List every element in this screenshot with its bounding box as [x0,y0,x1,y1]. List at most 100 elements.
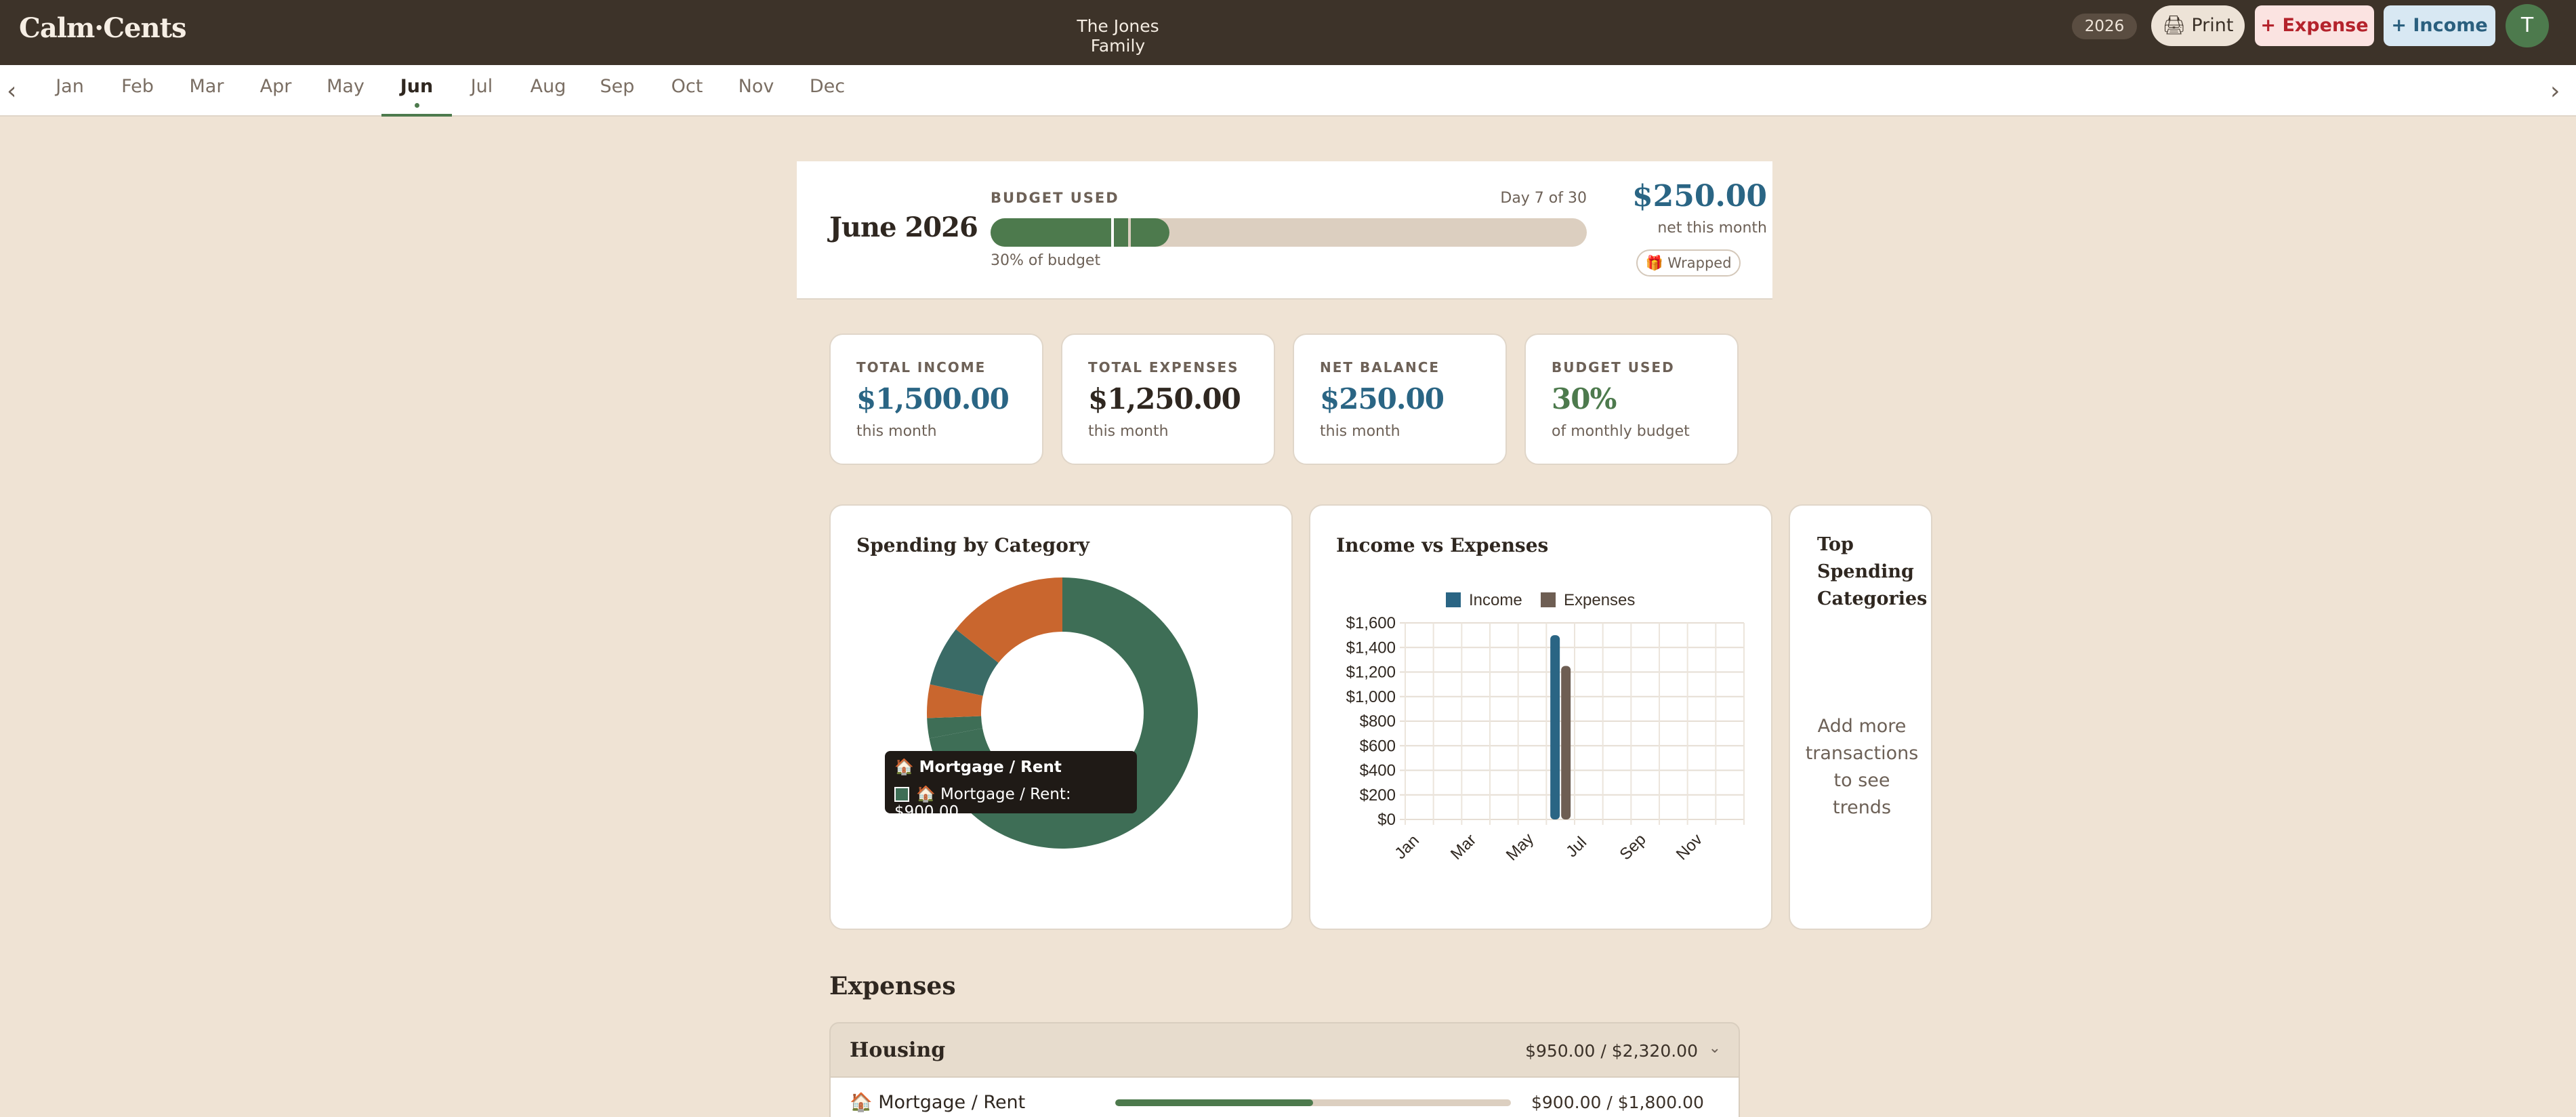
budget-progress-fill [1131,218,1169,247]
expense-name: 🏠 Mortgage / Rent [850,1092,1026,1113]
budget-progress-bar [991,218,1587,247]
tab-month-nov[interactable]: Nov [738,76,774,97]
stat-label: NET BALANCE [1320,359,1440,375]
stat-label: TOTAL INCOME [856,359,986,375]
stat-sub: of monthly budget [1552,423,1690,440]
expense-row[interactable]: 🏠 Mortgage / Rent $900.00 / $1,800.00 [829,1078,1740,1117]
group-amount: $950.00 / $2,320.00 [1525,1041,1698,1061]
expense-progress-fill [1115,1099,1313,1106]
panel-title: Income vs Expenses [1336,534,1549,556]
panel-title: Top Spending Categories [1817,534,1928,609]
bar-income[interactable] [1550,635,1560,819]
print-button[interactable]: 🖨 Print [2151,5,2245,46]
y-tick-label: $1,400 [1346,638,1396,657]
chart-tooltip: 🏠 Mortgage / Rent 🏠 Mortgage / Rent: $90… [885,751,1137,821]
empty-state-text: Add more transactions to see trends [1805,716,1919,818]
stat-sub: this month [856,423,937,440]
x-tick-label: Jul [1562,833,1590,861]
day-marker [1111,216,1114,249]
tab-month-jul[interactable]: Jul [470,76,493,97]
tab-month-may[interactable]: May [327,76,365,97]
prev-month-icon[interactable]: ‹ [7,77,17,105]
income-expenses-chart[interactable]: Income Expenses $0 $200 $400 $600 $800 $1,000 $1… [1310,506,1774,931]
expense-amount: $900.00 / $1,800.00 [1531,1093,1704,1112]
y-tick-label: $200 [1360,786,1396,805]
group-name: Housing [850,1038,946,1062]
stat-value: 30% [1552,382,1617,415]
spending-by-category-panel: Spending by Category 🏠 Mortgage / Rent 🏠… [829,504,1293,930]
stat-card-income: TOTAL INCOME $1,500.00 this month [829,333,1043,465]
day-counter: Day 7 of 30 [1500,190,1587,207]
wrapped-button[interactable]: 🎁 Wrapped [1636,249,1741,277]
panel-title: Spending by Category [856,534,1089,556]
family-name: The Jones Family [1077,16,1159,56]
donut-slice[interactable] [927,684,983,718]
tab-month-jan[interactable]: Jan [56,76,84,97]
tab-month-apr[interactable]: Apr [259,76,292,97]
next-month-icon[interactable]: › [2550,77,2560,105]
tab-month-dec[interactable]: Dec [809,76,846,97]
stat-label: TOTAL EXPENSES [1088,359,1239,375]
donut-slice[interactable] [927,716,983,739]
avatar[interactable]: T [2506,4,2549,47]
y-tick-label: $1,200 [1346,664,1396,682]
expense-progress-bar [1115,1099,1511,1106]
income-vs-expenses-panel: Income vs Expenses Income Expenses $0 $200 $… [1309,504,1772,930]
top-spending-categories-panel: Top Spending Categories Add more transac… [1789,504,1932,930]
y-tick-label: $400 [1360,762,1396,780]
budget-header-card: June 2026 BUDGET USED Day 7 of 30 30% of… [797,161,1772,300]
active-month-dot [415,103,419,108]
donut-slice[interactable] [955,577,1062,663]
app-logo[interactable]: Calm·Cents [19,12,187,44]
tab-month-mar[interactable]: Mar [189,76,224,97]
x-tick-label: Mar [1447,831,1480,864]
tooltip-row: 🏠 Mortgage / Rent: $900.00 [894,785,1137,821]
add-expense-button[interactable]: + Expense [2255,5,2374,46]
donut-slice[interactable] [930,629,999,696]
bar-expenses[interactable] [1561,666,1571,819]
donut-chart[interactable] [831,506,1294,931]
stat-label: BUDGET USED [1552,359,1675,375]
y-tick-label: $600 [1360,737,1396,755]
legend-label: Income [1469,591,1522,609]
net-amount: $250.00 [1632,179,1767,214]
expenses-section-title: Expenses [829,972,956,1000]
stat-card-net-balance: NET BALANCE $250.00 this month [1293,333,1507,465]
add-income-button[interactable]: + Income [2384,5,2495,46]
tab-month-jun[interactable]: Jun [400,76,434,97]
tab-month-oct[interactable]: Oct [671,76,703,97]
x-tick-label: Sep [1616,830,1649,864]
stat-sub: this month [1320,423,1400,440]
legend-swatch [1446,592,1461,607]
expense-group-housing[interactable]: Housing $950.00 / $2,320.00 ⌄ [829,1022,1740,1078]
y-tick-label: $0 [1377,811,1396,829]
y-tick-label: $1,600 [1346,614,1396,632]
tab-month-feb[interactable]: Feb [121,76,154,97]
tooltip-row-text: 🏠 Mortgage / Rent: $900.00 [894,786,1071,821]
tooltip-title: 🏠 Mortgage / Rent [894,758,1062,776]
tab-month-aug[interactable]: Aug [530,76,566,97]
page-title: June 2026 [829,211,978,243]
net-label: net this month [1657,220,1767,237]
x-tick-label: May [1503,830,1537,864]
tab-month-sep[interactable]: Sep [600,76,635,97]
stat-value: $1,500.00 [856,382,1010,415]
stat-card-budget-used: BUDGET USED 30% of monthly budget [1524,333,1739,465]
y-tick-label: $1,000 [1346,688,1396,706]
month-nav: ‹ Jan Feb Mar Apr May Jun Jul Aug Sep Oc… [0,65,2576,117]
year-badge[interactable]: 2026 [2072,14,2137,39]
tooltip-swatch [894,787,909,802]
legend-swatch [1541,592,1556,607]
stat-card-expenses: TOTAL EXPENSES $1,250.00 this month [1061,333,1275,465]
active-month-underline [381,114,452,117]
budget-percent-text: 30% of budget [991,252,1101,269]
x-tick-label: Nov [1673,830,1706,864]
budget-progress-day-fill [991,218,1128,247]
y-tick-label: $800 [1360,712,1396,731]
top-bar: Calm·Cents The Jones Family 2026 🖨 Print… [0,0,2576,65]
stat-value: $250.00 [1320,382,1445,415]
legend-label: Expenses [1564,591,1635,609]
stat-sub: this month [1088,423,1169,440]
stat-value: $1,250.00 [1088,382,1241,415]
chevron-down-icon[interactable]: ⌄ [1708,1040,1721,1057]
